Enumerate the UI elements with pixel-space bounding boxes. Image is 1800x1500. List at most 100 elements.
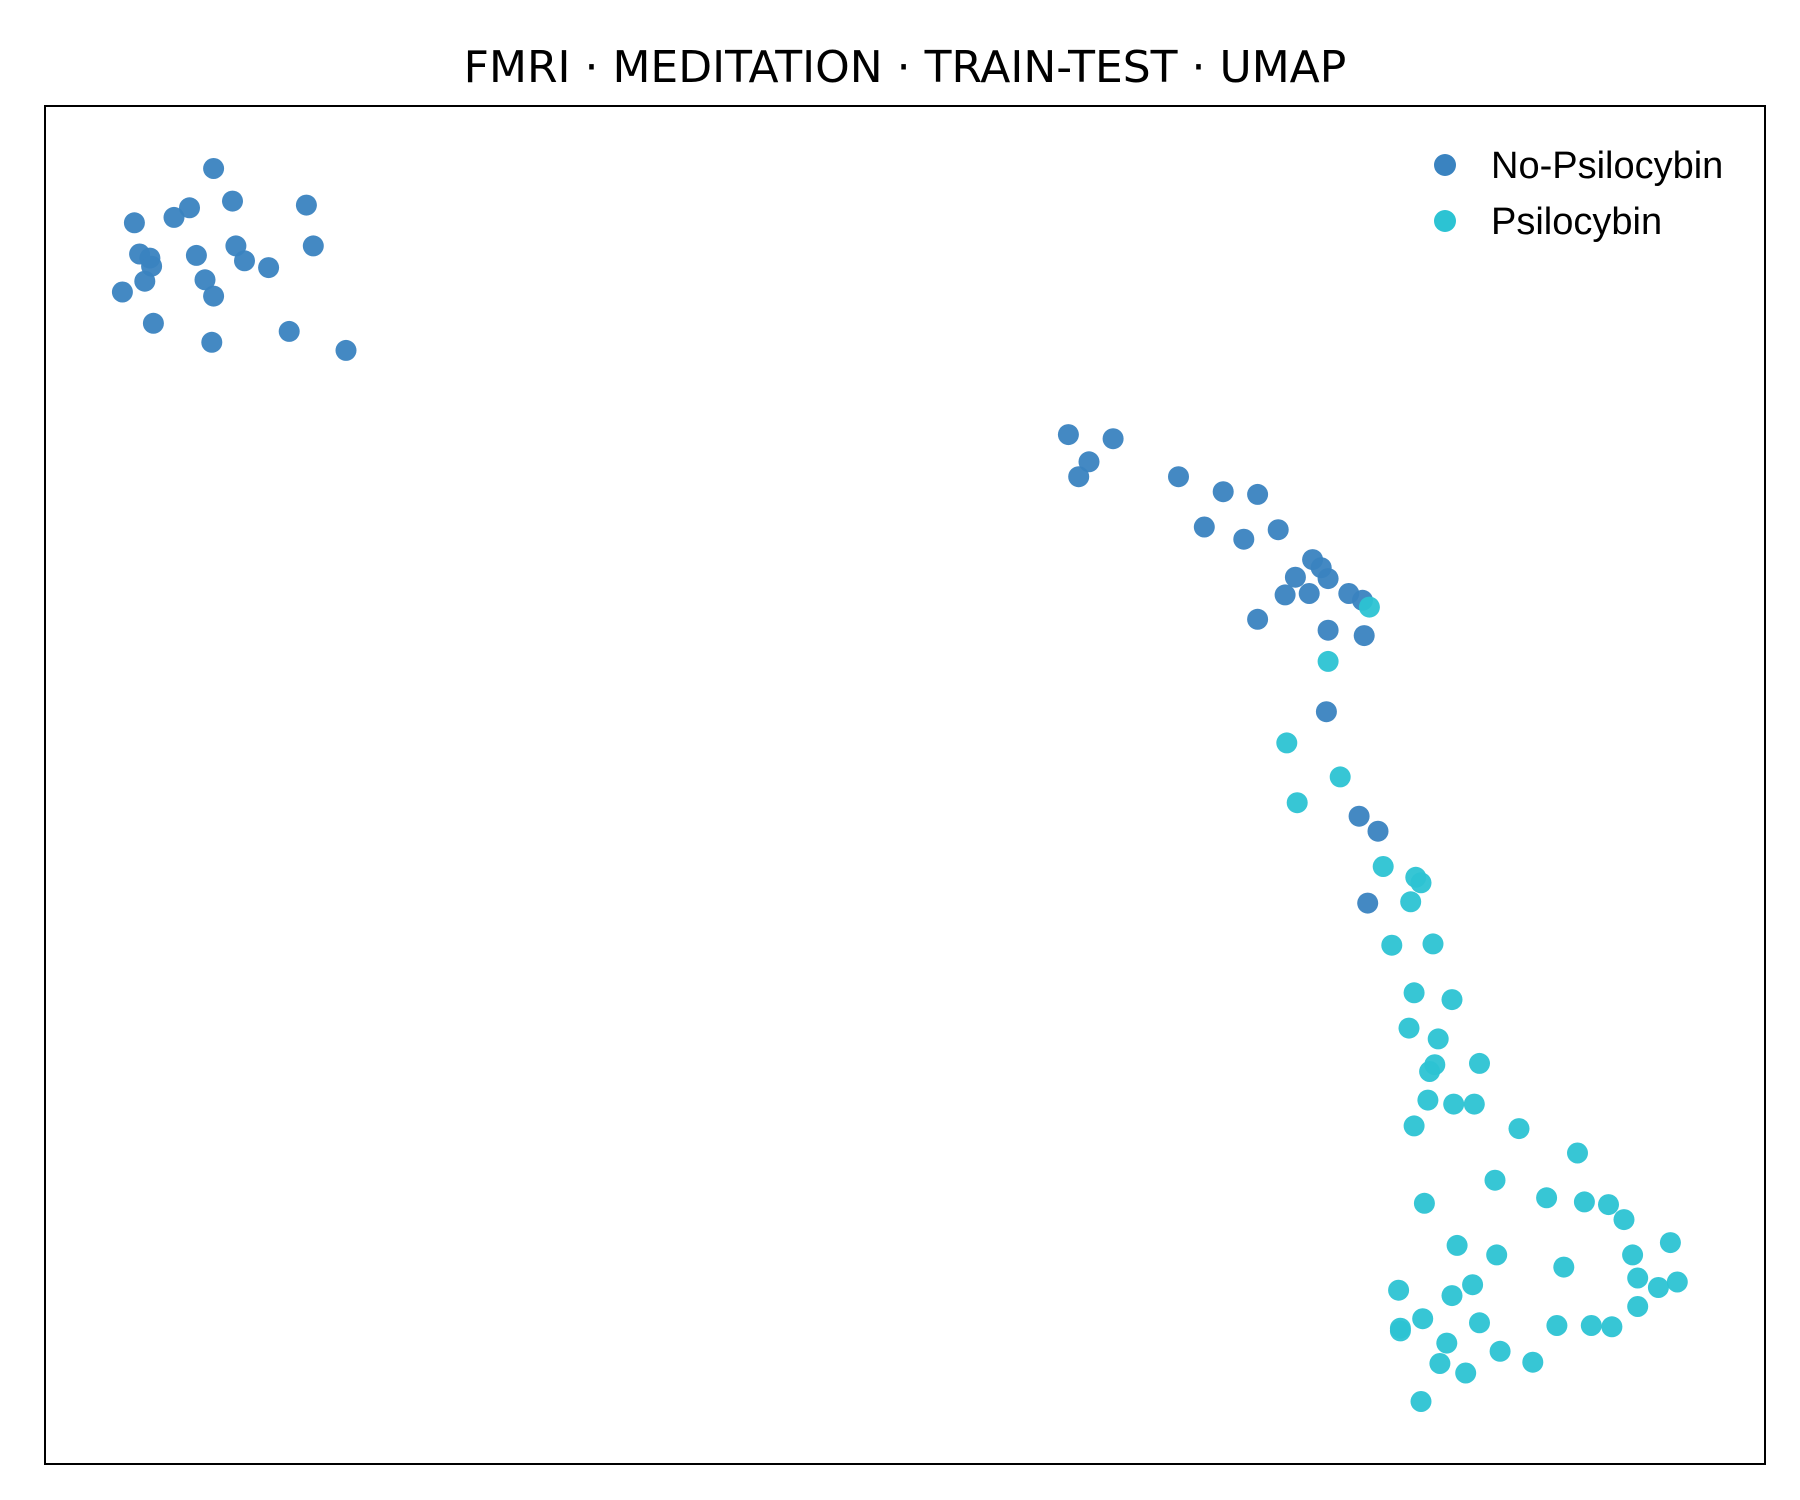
data-point bbox=[194, 269, 216, 291]
data-point bbox=[1412, 1308, 1434, 1330]
data-point bbox=[1489, 1340, 1511, 1362]
data-point bbox=[1508, 1118, 1530, 1140]
data-point bbox=[1286, 792, 1308, 814]
data-point bbox=[1068, 466, 1090, 488]
data-point bbox=[1398, 1017, 1420, 1039]
data-point bbox=[1348, 805, 1370, 827]
data-point bbox=[142, 312, 164, 334]
legend-marker bbox=[1434, 210, 1456, 232]
data-point bbox=[1410, 1391, 1432, 1412]
data-point bbox=[1647, 1277, 1669, 1298]
data-point bbox=[295, 194, 317, 216]
data-point bbox=[1469, 1312, 1490, 1334]
data-point bbox=[1315, 701, 1337, 723]
data-point bbox=[1284, 566, 1306, 588]
data-point bbox=[1389, 1317, 1411, 1339]
data-point bbox=[1274, 584, 1296, 606]
legend-item: Psilocybin bbox=[1434, 201, 1662, 243]
data-point bbox=[1353, 625, 1375, 647]
data-point bbox=[201, 331, 223, 353]
data-point bbox=[1267, 519, 1289, 541]
data-point bbox=[335, 339, 357, 361]
data-point bbox=[1233, 528, 1255, 550]
data-point bbox=[1455, 1362, 1477, 1384]
data-point bbox=[185, 244, 207, 266]
data-point bbox=[1567, 1142, 1588, 1164]
series-psilocybin bbox=[1276, 596, 1688, 1412]
data-point bbox=[1429, 1353, 1451, 1374]
data-point bbox=[1372, 856, 1394, 877]
data-point bbox=[1410, 872, 1432, 894]
data-point bbox=[1417, 1089, 1439, 1111]
data-point bbox=[1463, 1093, 1485, 1115]
data-point bbox=[278, 320, 300, 342]
data-point bbox=[1358, 596, 1380, 618]
data-point bbox=[1627, 1296, 1649, 1317]
legend-label: No-Psilocybin bbox=[1491, 145, 1723, 187]
data-point bbox=[1329, 766, 1351, 788]
data-point bbox=[1659, 1232, 1681, 1254]
data-point bbox=[1317, 619, 1339, 641]
chart-title: FMRI · MEDITATION · TRAIN-TEST · UMAP bbox=[464, 42, 1347, 93]
data-point bbox=[1317, 568, 1339, 590]
data-point bbox=[134, 270, 156, 292]
data-point bbox=[203, 285, 225, 307]
data-point bbox=[302, 235, 324, 257]
data-point bbox=[203, 158, 225, 179]
legend-label: Psilocybin bbox=[1491, 201, 1662, 243]
legend: No-Psilocybin Psilocybin bbox=[1434, 145, 1723, 243]
data-point bbox=[1381, 934, 1403, 956]
data-point bbox=[1357, 892, 1379, 914]
data-point bbox=[1486, 1244, 1508, 1266]
points-layer bbox=[111, 158, 1688, 1412]
data-point bbox=[1666, 1271, 1688, 1293]
data-point bbox=[1403, 982, 1425, 1004]
series-no-psilocybin bbox=[111, 158, 1389, 914]
data-point bbox=[1403, 1115, 1425, 1137]
data-point bbox=[1168, 466, 1189, 488]
data-point bbox=[1462, 1274, 1484, 1296]
data-point bbox=[123, 212, 145, 234]
data-point bbox=[1422, 933, 1444, 955]
data-point bbox=[1580, 1315, 1602, 1336]
data-point bbox=[1388, 1279, 1410, 1301]
data-point bbox=[1598, 1194, 1619, 1216]
data-point bbox=[1247, 483, 1269, 505]
data-point bbox=[1553, 1256, 1575, 1278]
data-point bbox=[1627, 1267, 1649, 1289]
data-point bbox=[222, 190, 243, 212]
data-point bbox=[1613, 1209, 1635, 1231]
data-point bbox=[1536, 1187, 1558, 1209]
data-point bbox=[1057, 424, 1079, 446]
data-point bbox=[1078, 451, 1100, 473]
data-point bbox=[1441, 1285, 1463, 1307]
plot-frame bbox=[44, 105, 1766, 1465]
legend-item: No-Psilocybin bbox=[1434, 145, 1723, 187]
data-point bbox=[1102, 428, 1124, 450]
data-point bbox=[1338, 583, 1360, 604]
data-point bbox=[1446, 1234, 1468, 1256]
data-point bbox=[1247, 608, 1269, 630]
data-point bbox=[1546, 1315, 1568, 1336]
data-point bbox=[1413, 1192, 1435, 1214]
data-point bbox=[1367, 820, 1389, 842]
data-point bbox=[179, 197, 200, 219]
data-point bbox=[1400, 891, 1422, 913]
data-point bbox=[1298, 583, 1320, 604]
data-point bbox=[1436, 1332, 1458, 1354]
data-point bbox=[1193, 516, 1215, 538]
data-point bbox=[1522, 1351, 1544, 1373]
data-point bbox=[1317, 650, 1339, 672]
data-point bbox=[1427, 1028, 1449, 1050]
data-point bbox=[1441, 989, 1463, 1011]
data-point bbox=[1212, 481, 1234, 503]
data-point bbox=[1276, 732, 1298, 754]
data-point bbox=[1469, 1052, 1490, 1074]
data-point bbox=[163, 206, 185, 228]
data-point bbox=[1622, 1244, 1644, 1266]
data-point bbox=[111, 281, 133, 303]
data-point bbox=[1443, 1093, 1465, 1115]
data-point bbox=[1419, 1061, 1441, 1082]
